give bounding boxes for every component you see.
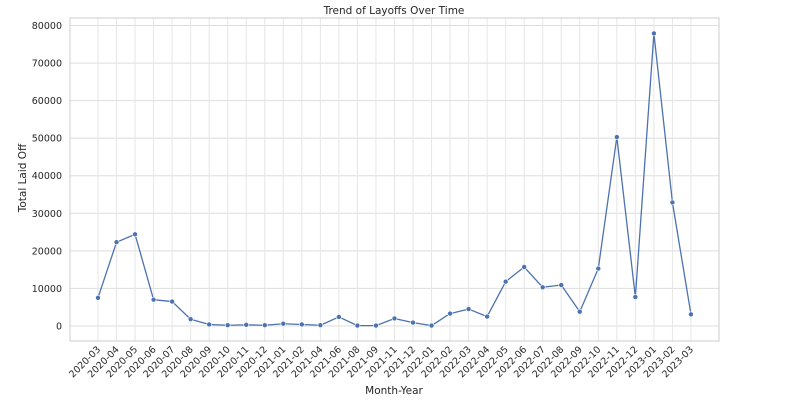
data-point — [558, 282, 565, 288]
y-tick-label: 10000 — [32, 284, 62, 295]
y-tick-label: 70000 — [32, 59, 62, 70]
data-point — [261, 322, 268, 329]
plot-area — [69, 17, 720, 342]
data-point — [95, 295, 101, 301]
data-point — [688, 311, 694, 318]
data-point — [632, 294, 639, 300]
data-point — [669, 199, 676, 206]
x-tick-labels: 2020-032020-042020-052020-062020-072020-… — [67, 344, 696, 380]
data-point — [502, 278, 509, 285]
data-point — [280, 320, 287, 327]
data-point — [576, 308, 583, 315]
data-point — [651, 30, 657, 37]
data-point — [224, 322, 231, 329]
x-axis-title: Month-Year — [365, 385, 423, 397]
data-point — [391, 315, 398, 322]
y-tick-label: 80000 — [32, 21, 62, 32]
grid-lines — [70, 18, 719, 341]
data-point — [169, 298, 175, 305]
y-tick-label: 50000 — [32, 134, 62, 145]
data-point — [614, 134, 620, 140]
y-tick-label: 30000 — [32, 209, 62, 220]
data-point — [354, 322, 361, 329]
chart-title: Trend of Layoffs Over Time — [323, 5, 465, 17]
data-point — [373, 322, 379, 329]
data-point — [299, 321, 305, 328]
data-point — [132, 231, 138, 238]
data-point — [539, 284, 546, 291]
data-point — [447, 310, 453, 317]
data-point — [150, 296, 157, 303]
data-point — [187, 316, 194, 323]
data-point — [428, 322, 435, 329]
data-point — [336, 314, 342, 320]
y-axis-title: Total Laid Off — [17, 143, 29, 213]
data-point — [465, 306, 472, 312]
y-tick-labels: 0 10000 20000 30000 40000 50000 60000 70000 8000… — [32, 21, 62, 332]
y-tick-label: 0 — [56, 321, 62, 332]
data-point — [484, 313, 490, 320]
data-point — [595, 265, 602, 272]
y-tick-label: 40000 — [32, 171, 62, 182]
data-point — [521, 264, 527, 270]
y-tick-label: 60000 — [32, 96, 62, 107]
series-layer — [95, 30, 694, 329]
data-point — [206, 321, 212, 328]
y-tick-label: 20000 — [32, 246, 62, 257]
data-point — [243, 322, 250, 328]
data-point — [113, 239, 120, 246]
data-point — [410, 319, 416, 326]
data-point — [317, 322, 324, 329]
